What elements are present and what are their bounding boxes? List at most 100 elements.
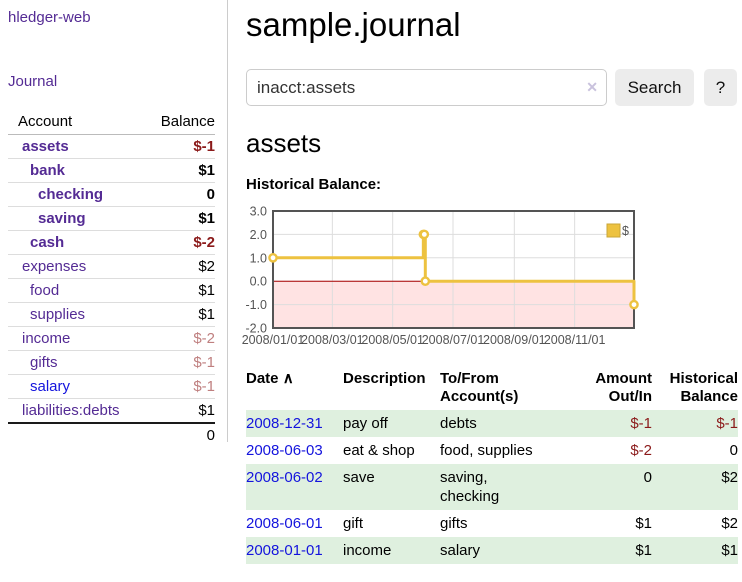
data-point[interactable] [420, 276, 431, 286]
legend-swatch [606, 223, 621, 238]
plot-border [272, 210, 635, 329]
y-tick-label: 3.0 [250, 205, 267, 219]
data-point[interactable] [419, 229, 430, 240]
x-tick-label: 2008/01/01 [242, 333, 305, 347]
transaction-description: income [343, 537, 440, 564]
transaction-balance: 0 [729, 442, 738, 459]
transaction-balance: $1 [652, 537, 738, 564]
app-title-link[interactable]: hledger-web [8, 9, 91, 26]
transaction-row: 2008-06-01 gift gifts $1 $2 [246, 510, 738, 537]
transaction-accounts: gifts [440, 515, 468, 532]
account-link[interactable]: gifts [30, 354, 58, 371]
transaction-date-link[interactable]: 2008-01-01 [246, 542, 323, 559]
column-header-date[interactable]: Date ∧ [246, 370, 294, 387]
account-balance: $1 [139, 278, 215, 303]
account-link[interactable]: income [22, 330, 71, 347]
page-title: sample.journal [246, 6, 461, 43]
search-input[interactable] [246, 69, 607, 106]
account-row: gifts $-1 [8, 350, 215, 375]
transaction-balance: $-1 [652, 410, 738, 437]
clear-search-icon[interactable]: ✕ [586, 79, 598, 95]
account-row: checking 0 [8, 182, 215, 207]
account-link[interactable]: saving [38, 210, 86, 227]
x-tick-label: 2008/09/01 [483, 333, 546, 347]
account-link[interactable]: bank [30, 162, 66, 179]
legend-label: $ [622, 224, 629, 238]
sort-asc-icon: ∧ [282, 370, 294, 387]
transaction-accounts: salary [440, 537, 556, 564]
transaction-date-link[interactable]: 2008-06-02 [246, 469, 323, 486]
transaction-amount: $1 [635, 515, 652, 532]
sidebar: hledger-web Journal Account Balance asse… [0, 0, 228, 582]
transaction-balance: $2 [652, 464, 738, 510]
y-tick-label: 0.0 [250, 275, 267, 289]
x-tick-label: 2008/05/01 [361, 333, 424, 347]
account-balance: 0 [139, 182, 215, 207]
column-header-balance: Historical Balance [669, 370, 738, 405]
account-row: salary $-1 [8, 374, 215, 399]
x-tick-label: 2008/11/01 [544, 333, 606, 347]
transaction-accounts: saving, checking [440, 464, 556, 510]
account-row: supplies $1 [8, 302, 215, 327]
transaction-date-link[interactable]: 2008-12-31 [246, 415, 323, 432]
transaction-date-link[interactable]: 2008-06-03 [246, 442, 323, 459]
accounts-header-balance: Balance [139, 111, 215, 135]
main-content: sample.journal ✕ Search ? assets Histori… [228, 0, 742, 582]
transaction-description: gift [343, 515, 364, 532]
accounts-header-account: Account [8, 111, 140, 135]
accounts-table: Account Balance assets $-1 bank $1 checking 0… [8, 111, 215, 447]
historical-balance-chart[interactable]: $3.0 2.0 1.0 0.0 -1.0 -2.0 2008/01/01 2008/03/0… [242, 205, 656, 349]
chart-canvas[interactable]: $3.0 2.0 1.0 0.0 -1.0 -2.02008/01/012008/03/0… [242, 205, 656, 349]
account-link[interactable]: cash [30, 234, 65, 251]
search-form: ✕ Search ? [246, 69, 742, 106]
account-link[interactable]: salary [30, 378, 71, 395]
sidebar-item-journal[interactable]: Journal [8, 73, 58, 90]
account-row: food $1 [8, 278, 215, 303]
account-link[interactable]: liabilities:debts [22, 402, 120, 419]
transaction-date-link[interactable]: 2008-06-01 [246, 515, 323, 532]
account-link[interactable]: checking [38, 186, 104, 203]
chart-heading: Historical Balance: [246, 176, 382, 193]
y-tick-label: 1.0 [250, 251, 267, 265]
transaction-amount: $-2 [630, 442, 652, 459]
sidebar-divider [227, 0, 228, 442]
account-link[interactable]: food [30, 282, 60, 299]
account-row: expenses $2 [8, 254, 215, 279]
transaction-balance: $2 [721, 515, 738, 532]
help-button[interactable]: ? [704, 69, 737, 106]
account-title: assets [246, 128, 322, 158]
account-balance: $2 [139, 254, 215, 279]
y-tick-label: 2.0 [250, 228, 267, 242]
account-link[interactable]: supplies [30, 306, 86, 323]
account-balance: $1 [139, 302, 215, 327]
column-header-description: Description [343, 370, 426, 387]
account-row: assets $-1 [8, 135, 215, 159]
transaction-amount: $-1 [556, 410, 652, 437]
x-tick-label: 2008/07/01 [422, 333, 485, 347]
transaction-accounts: debts [440, 410, 556, 437]
data-point[interactable] [629, 299, 639, 310]
account-balance: $-1 [139, 350, 215, 375]
account-row: saving $1 [8, 206, 215, 231]
transaction-row: 2008-06-03 eat & shop food, supplies $-2 0 [246, 437, 738, 464]
transaction-amount: $1 [556, 537, 652, 564]
transaction-description: save [343, 464, 440, 510]
transaction-row: 2008-12-31 pay off debts $-1 $-1 [246, 410, 738, 437]
account-link[interactable]: assets [22, 138, 69, 155]
column-header-accounts: To/From Account(s) [440, 370, 519, 405]
x-tick-label: 2008/03/01 [301, 333, 364, 347]
accounts-total-value: 0 [139, 422, 215, 447]
search-button[interactable]: Search [615, 69, 694, 106]
transaction-description: pay off [343, 410, 440, 437]
account-row: income $-2 [8, 326, 215, 351]
account-balance: $-1 [139, 374, 215, 399]
account-balance: $-1 [193, 138, 215, 155]
transactions-table: Date ∧ Description To/From Account(s) Am… [246, 368, 738, 564]
transaction-accounts: food, supplies [440, 442, 533, 459]
account-link[interactable]: expenses [22, 258, 87, 275]
transaction-row: 2008-06-02 save saving, checking 0 $2 [246, 464, 738, 510]
account-row: liabilities:debts $1 [8, 398, 215, 423]
y-tick-label: -1.0 [245, 298, 267, 312]
column-header-amount: Amount Out/In [595, 370, 652, 405]
data-point[interactable] [268, 253, 278, 263]
